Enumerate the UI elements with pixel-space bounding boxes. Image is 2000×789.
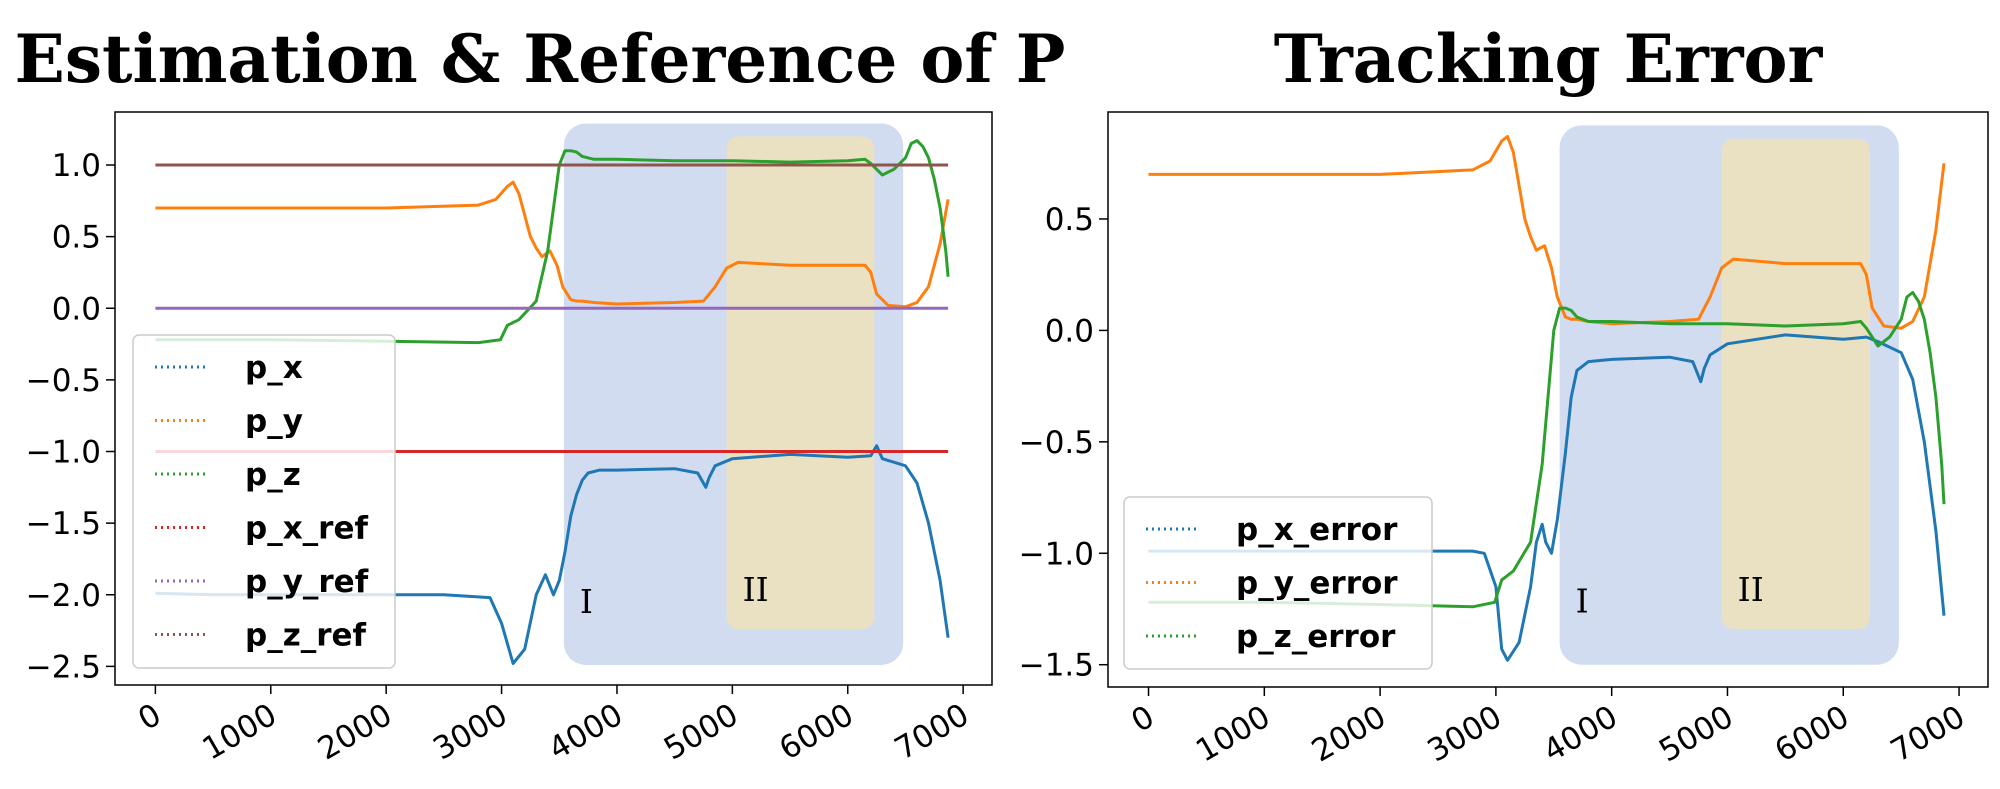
x-tick-label: 3000 [1422, 699, 1508, 770]
x-tick-label: 0 [1125, 699, 1160, 740]
legend-label-p-x: p_x [245, 350, 303, 386]
x-tick-label: 1000 [1190, 699, 1276, 770]
legend: p_x p_y p_z p_x_ref p_y_ref p_z_ref [132, 334, 396, 669]
y-tick-label: −1.0 [1019, 536, 1094, 572]
y-tick-label: −2.5 [26, 649, 101, 685]
x-tick-label: 7000 [889, 697, 975, 768]
x-tick-label: 3000 [427, 697, 513, 768]
region-ii [1721, 138, 1870, 630]
x-tick-label: 4000 [543, 697, 629, 768]
y-tick-label: 0.5 [52, 220, 101, 256]
data-series [1148, 135, 1946, 662]
x-tick-label: 2000 [312, 697, 398, 768]
legend-label-p-x-error: p_x_error [1236, 512, 1398, 548]
series-line-p-z [155, 139, 950, 345]
legend-label-p-z-ref: p_z_ref [245, 618, 367, 654]
series-line-p-z-error [1148, 291, 1946, 609]
chart-tracking-error: Tracking Error I II 0 1000 2000 3000 4000 5000… [1019, 20, 1989, 769]
x-axis-ticks: 0 1000 2000 3000 4000 5000 6000 7000 [132, 685, 975, 767]
y-tick-label: −1.0 [26, 435, 101, 471]
x-tick-label: 7000 [1885, 699, 1971, 770]
x-tick-label: 6000 [773, 697, 859, 768]
y-axis-ticks: 1.0 0.5 0.0 −0.5 −1.0 −1.5 −2.0 −2.5 [26, 148, 115, 685]
y-tick-label: 0.0 [1045, 313, 1094, 349]
legend: p_x_error p_y_error p_z_error [1123, 496, 1433, 670]
y-tick-label: −1.5 [26, 506, 101, 542]
y-tick-label: −1.5 [1019, 648, 1094, 684]
legend-label-p-z-error: p_z_error [1236, 619, 1396, 655]
region-labels: I II [580, 570, 769, 621]
x-tick-label: 6000 [1769, 699, 1855, 770]
region-labels: I II [1576, 570, 1764, 621]
region-label-i: I [1576, 582, 1589, 621]
chart-title: Estimation & Reference of P [15, 20, 1066, 98]
legend-label-p-z: p_z [245, 457, 301, 493]
legend-label-p-y: p_y [245, 404, 303, 440]
legend-box [1123, 496, 1433, 670]
y-tick-label: −0.5 [1019, 425, 1094, 461]
x-tick-label: 5000 [1653, 699, 1739, 770]
y-tick-label: −2.0 [26, 578, 101, 614]
x-tick-label: 5000 [658, 697, 744, 768]
x-axis-ticks: 0 1000 2000 3000 4000 5000 6000 7000 [1125, 687, 1971, 769]
series-line-p-y [155, 180, 950, 309]
x-tick-label: 1000 [196, 697, 282, 768]
legend-label-p-y-ref: p_y_ref [245, 564, 369, 600]
data-series [155, 139, 950, 665]
legend-box [132, 334, 396, 669]
y-axis-ticks: 0.5 0.0 −0.5 −1.0 −1.5 [1019, 202, 1108, 684]
y-tick-label: −0.5 [26, 363, 101, 399]
y-tick-label: 0.0 [52, 291, 101, 327]
x-tick-label: 0 [132, 697, 167, 738]
x-tick-label: 2000 [1306, 699, 1392, 770]
region-ii [726, 136, 875, 630]
highlight-regions [563, 123, 904, 665]
y-tick-label: 0.5 [1045, 202, 1094, 238]
plot-frame [1107, 111, 1989, 688]
region-label-i: I [580, 582, 593, 621]
highlight-regions [1559, 125, 1899, 665]
series-line-p-x-error [1148, 333, 1946, 662]
plot-frame [114, 111, 993, 686]
chart-title: Tracking Error [1274, 20, 1824, 98]
chart-estimation-reference: Estimation & Reference of P I II 0 1000 200… [15, 20, 1066, 767]
legend-label-p-x-ref: p_x_ref [245, 511, 368, 547]
legend-label-p-y-error: p_y_error [1236, 566, 1398, 602]
region-label-ii: II [743, 570, 769, 609]
region-label-ii: II [1738, 570, 1764, 609]
x-tick-label: 4000 [1537, 699, 1623, 770]
y-tick-label: 1.0 [52, 148, 101, 184]
